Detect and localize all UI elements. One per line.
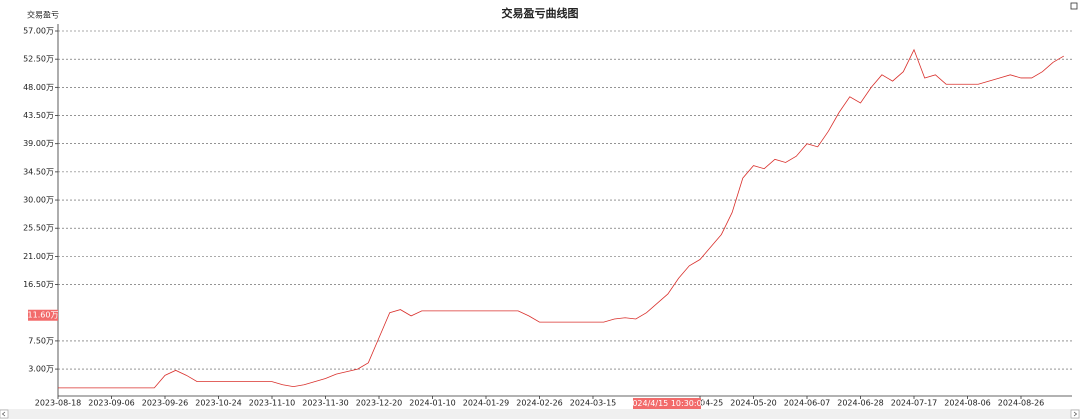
y-tick-label: 43.50万 — [23, 111, 54, 120]
y-tick-label: 52.50万 — [23, 55, 54, 64]
arrow — [1, 411, 6, 417]
scrollbar-track[interactable] — [0, 409, 1080, 419]
x-tick-label: 2024-08-06 — [944, 399, 991, 408]
y-tick-label: 48.00万 — [23, 83, 54, 92]
profit-line — [58, 48, 1065, 389]
x-tick-label: 2024-06-28 — [837, 399, 884, 408]
x-tick-label: 2024-02-26 — [516, 399, 563, 408]
crosshair-y-label: 11.60万 — [28, 311, 59, 320]
y-tick-label: 16.50万 — [23, 280, 54, 289]
x-tick-label: 2023-09-26 — [142, 399, 189, 408]
x-tick-label: 2023-12-20 — [356, 399, 403, 408]
x-tick-label: 2024-03-15 — [570, 399, 617, 408]
y-axis-title: 交易盈亏 — [27, 10, 59, 20]
x-tick-label: 2023-09-06 — [88, 399, 135, 408]
x-tick-label: 2024-07-17 — [891, 399, 938, 408]
maximize-icon[interactable] — [1070, 2, 1078, 10]
x-tick-label: 2023-11-30 — [302, 399, 349, 408]
y-tick-label: 21.00万 — [23, 252, 54, 261]
y-tick-label: 30.00万 — [23, 196, 54, 205]
chart-title: 交易盈亏曲线图 — [502, 6, 579, 20]
arrow — [1073, 411, 1078, 417]
y-tick-label: 25.50万 — [23, 224, 54, 233]
scroll-left[interactable] — [0, 409, 9, 419]
y-tick-label: 57.00万 — [23, 27, 54, 36]
x-tick-label: 2024-08-26 — [998, 399, 1045, 408]
x-tick-label: 2024-01-29 — [463, 399, 510, 408]
crosshair-x-label: 2024/4/15 10:30:00 — [627, 399, 707, 408]
x-tick-label: 2024-06-07 — [784, 399, 831, 408]
y-tick-label: 3.00万 — [28, 365, 54, 374]
x-tick-label: 2024-01-10 — [409, 399, 456, 408]
x-tick-label: 2024-05-20 — [730, 399, 777, 408]
x-tick-label: 2023-10-24 — [195, 399, 242, 408]
y-tick-label: 7.50万 — [28, 336, 54, 345]
x-tick-label: 2023-08-18 — [35, 399, 82, 408]
crosshair-y-box — [28, 309, 58, 321]
y-tick-label: 34.50万 — [23, 167, 54, 176]
crosshair-x-box — [633, 398, 701, 409]
scroll-right[interactable] — [1070, 409, 1080, 419]
x-tick-label: 2023-11-10 — [249, 399, 296, 408]
y-tick-label: 39.00万 — [23, 139, 54, 148]
scrollbar[interactable] — [0, 409, 1080, 419]
